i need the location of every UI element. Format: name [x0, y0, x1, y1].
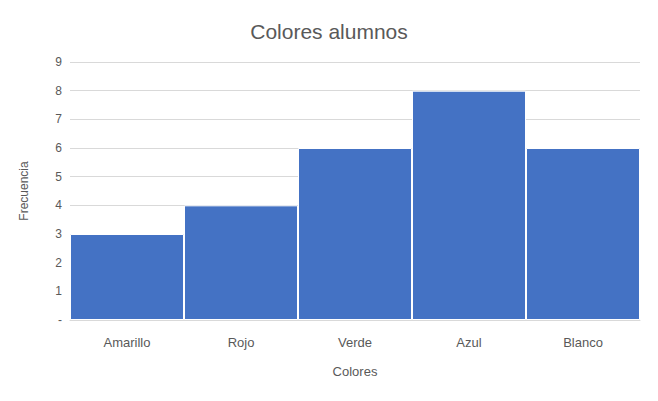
svg-text:8: 8 — [55, 84, 62, 98]
svg-text:6: 6 — [55, 141, 62, 155]
svg-text:Amarillo: Amarillo — [104, 335, 151, 350]
svg-text:Colores alumnos: Colores alumnos — [250, 20, 408, 43]
svg-text:3: 3 — [55, 227, 62, 241]
svg-text:2: 2 — [55, 256, 62, 270]
svg-text:1: 1 — [55, 284, 62, 298]
svg-text:Rojo: Rojo — [228, 335, 255, 350]
svg-text:5: 5 — [55, 170, 62, 184]
svg-text:4: 4 — [55, 198, 62, 212]
svg-text:Verde: Verde — [338, 335, 372, 350]
svg-text:7: 7 — [55, 112, 62, 126]
svg-text:Blanco: Blanco — [563, 335, 603, 350]
svg-text:Frecuencia: Frecuencia — [17, 161, 31, 221]
svg-text:9: 9 — [55, 55, 62, 69]
svg-text:Azul: Azul — [456, 335, 481, 350]
svg-text:Colores: Colores — [333, 364, 378, 379]
svg-text:-: - — [58, 313, 62, 327]
